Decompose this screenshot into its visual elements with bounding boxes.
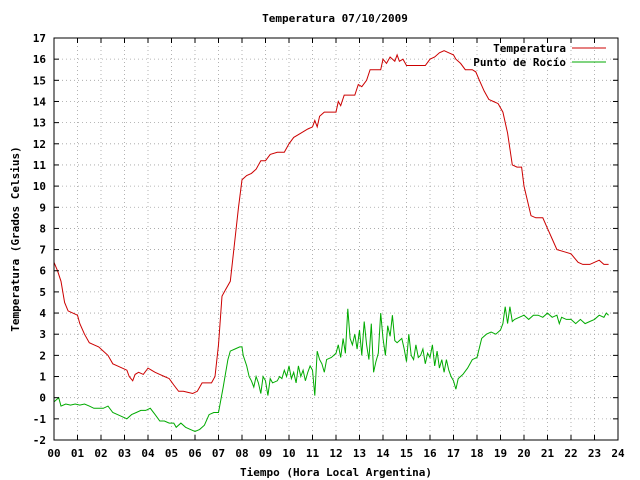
x-tick-label: 21 bbox=[541, 447, 555, 460]
x-tick-label: 04 bbox=[141, 447, 155, 460]
x-tick-label: 02 bbox=[94, 447, 107, 460]
y-tick-label: 15 bbox=[33, 74, 46, 87]
x-tick-label: 14 bbox=[376, 447, 390, 460]
y-tick-label: -1 bbox=[33, 413, 47, 426]
y-tick-label: 12 bbox=[33, 138, 46, 151]
y-tick-label: 13 bbox=[33, 117, 46, 130]
y-tick-label: 2 bbox=[39, 349, 46, 362]
y-tick-label: 1 bbox=[39, 371, 46, 384]
x-tick-label: 15 bbox=[400, 447, 413, 460]
x-tick-label: 10 bbox=[282, 447, 295, 460]
x-axis-label: Tiempo (Hora Local Argentina) bbox=[240, 466, 432, 479]
x-tick-label: 24 bbox=[611, 447, 625, 460]
y-tick-label: 5 bbox=[39, 286, 46, 299]
x-tick-label: 19 bbox=[494, 447, 507, 460]
x-tick-label: 16 bbox=[423, 447, 437, 460]
y-tick-label: 3 bbox=[39, 328, 46, 341]
y-tick-label: 16 bbox=[33, 53, 47, 66]
x-tick-label: 18 bbox=[470, 447, 483, 460]
x-tick-label: 03 bbox=[118, 447, 131, 460]
legend-label-temperatura: Temperatura bbox=[493, 42, 566, 55]
x-tick-label: 06 bbox=[188, 447, 202, 460]
y-tick-label: 7 bbox=[39, 244, 46, 257]
series-line-punto-de-rocio bbox=[53, 306, 609, 433]
x-tick-label: 17 bbox=[447, 447, 460, 460]
y-tick-label: 0 bbox=[39, 392, 46, 405]
x-tick-label: 07 bbox=[212, 447, 225, 460]
legend-label-punto-de-rocio: Punto de Rocío bbox=[473, 56, 566, 69]
y-tick-label: -2 bbox=[33, 434, 46, 447]
chart-title: Temperatura 07/10/2009 bbox=[262, 12, 408, 25]
y-axis-label: Temperatura (Grados Celsius) bbox=[9, 146, 22, 331]
x-tick-label: 20 bbox=[517, 447, 530, 460]
series-layer bbox=[53, 50, 609, 433]
x-tick-label: 12 bbox=[329, 447, 342, 460]
x-tick-label: 11 bbox=[306, 447, 320, 460]
axis-ticks bbox=[53, 37, 619, 441]
x-tick-label: 09 bbox=[259, 447, 272, 460]
y-tick-label: 4 bbox=[39, 307, 46, 320]
y-tick-label: 14 bbox=[33, 95, 47, 108]
x-tick-label: 13 bbox=[353, 447, 366, 460]
x-tick-labels: 00 01 02 03 04 05 06 07 08 09 10 11 12 13 14 15 16 17 18 19… bbox=[47, 447, 625, 460]
grid-lines bbox=[54, 38, 618, 440]
y-tick-label: 11 bbox=[33, 159, 47, 172]
x-tick-label: 22 bbox=[564, 447, 577, 460]
series-line-temperatura bbox=[53, 50, 609, 395]
x-tick-label: 00 bbox=[47, 447, 60, 460]
x-tick-label: 08 bbox=[235, 447, 248, 460]
y-tick-label: 9 bbox=[39, 201, 46, 214]
y-tick-label: 10 bbox=[33, 180, 46, 193]
x-tick-label: 23 bbox=[588, 447, 601, 460]
x-tick-label: 05 bbox=[165, 447, 178, 460]
y-tick-label: 8 bbox=[39, 222, 46, 235]
y-tick-label: 17 bbox=[33, 32, 46, 45]
x-tick-label: 01 bbox=[71, 447, 85, 460]
y-tick-label: 6 bbox=[39, 265, 46, 278]
